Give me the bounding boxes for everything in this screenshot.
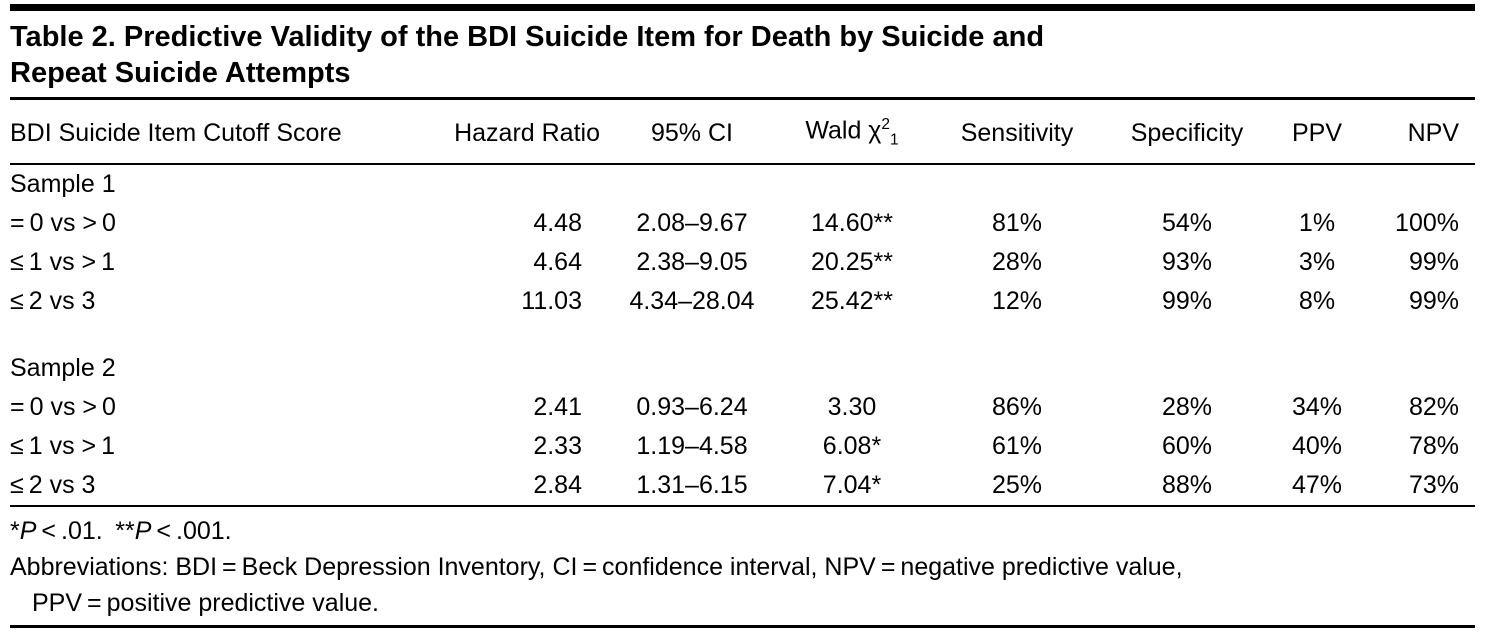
table-cell: 93% [1161,248,1213,277]
table-cell: 3.30 [827,393,877,422]
section-label: Sample 1 [10,170,116,199]
table-bottom-rule [10,505,1475,508]
table-cell: 25% [991,471,1043,500]
sig-p-2: P [134,517,152,546]
top-rule [10,4,1475,11]
table-cell: 54% [1161,209,1213,238]
sig-star-2: ** [115,517,135,546]
wald-subscript: 1 [890,131,899,149]
table-body: Sample 1 = 0 vs > 0 4.48 2.08–9.67 14.60** 81… [10,164,1475,505]
table-cell: ≤ 1 vs > 1 [10,248,116,277]
table-cell: ≤ 1 vs > 1 [10,432,116,461]
table-cell: 40% [1291,432,1343,461]
table-cell: 6.08* [822,432,882,461]
col-header-specificity: Specificity [1102,100,1272,166]
table-cell: 0.93–6.24 [636,393,748,422]
abbreviations-note: Abbreviations: BDI = Beck Depression Inv… [10,549,1475,621]
table-cell: 12% [991,287,1043,316]
table-row: ≤ 2 vs 3 11.03 4.34–28.04 25.42** 12% 99% 8% 99… [10,282,1475,321]
table-cell: ≤ 2 vs 3 [10,287,96,316]
table-cell: ≤ 2 vs 3 [10,471,96,500]
table-cell: 2.08–9.67 [636,209,748,238]
table-cell: 2.41 [533,393,582,422]
table-cell: 1.31–6.15 [636,471,748,500]
table-cell: 99% [1408,248,1459,277]
table-cell: 60% [1161,432,1213,461]
header-row: BDI Suicide Item Cutoff Score Hazard Rat… [10,100,1475,166]
col-header-cutoff: BDI Suicide Item Cutoff Score [10,100,412,166]
section-row: Sample 1 [10,164,1475,204]
table-cell: 61% [991,432,1043,461]
table-row: ≤ 1 vs > 1 4.64 2.38–9.05 20.25** 28% 93% 3% 99… [10,243,1475,282]
spacer-row [10,321,1475,349]
col-header-wald: Wald χ21 [772,100,932,166]
table-cell: 8% [1298,287,1336,316]
table-row: = 0 vs > 0 2.41 0.93–6.24 3.30 86% 28% 34% 82% [10,388,1475,427]
wald-superscript: 2 [881,116,891,133]
sig-star-1: * [10,517,20,546]
table-row: = 0 vs > 0 4.48 2.08–9.67 14.60** 81% 54% 1% 10… [10,204,1475,243]
sig-p-1: P [19,517,37,546]
table-title-line1: Table 2. Predictive Validity of the BDI … [10,21,1045,53]
table-cell: 14.60** [810,209,894,238]
table-cell: 99% [1161,287,1213,316]
table-cell: 28% [1161,393,1213,422]
data-table: BDI Suicide Item Cutoff Score Hazard Rat… [10,100,1475,505]
table-cell: 99% [1408,287,1459,316]
table-title-line2: Repeat Suicide Attempts [10,57,351,89]
col-header-ci: 95% CI [612,100,772,166]
table-cell: 7.04* [822,471,882,500]
table-cell: = 0 vs > 0 [10,209,116,238]
section-row: Sample 2 [10,349,1475,388]
sig-cond-2: < .001. [151,517,232,546]
page-bottom-rule [10,625,1475,629]
col-header-npv: NPV [1362,100,1475,166]
table-cell: 1.19–4.58 [636,432,748,461]
table-cell: 34% [1291,393,1343,422]
title-rule [10,97,1475,100]
table-cell: 2.33 [533,432,582,461]
table-row: ≤ 1 vs > 1 2.33 1.19–4.58 6.08* 61% 60% 40% 78% [10,427,1475,466]
table-cell: 81% [991,209,1043,238]
spacer-cell [10,321,1475,349]
table-head: BDI Suicide Item Cutoff Score Hazard Rat… [10,100,1475,166]
table-cell: 1% [1298,209,1336,238]
table-cell: 78% [1408,432,1459,461]
table-cell: 100% [1395,209,1459,238]
table-row: ≤ 2 vs 3 2.84 1.31–6.15 7.04* 25% 88% 47% 73% [10,466,1475,505]
table-cell: = 0 vs > 0 [10,393,116,422]
table-title: Table 2. Predictive Validity of the BDI … [10,19,1475,91]
table-cell: 11.03 [521,287,582,316]
wald-label: Wald χ [805,116,882,145]
table-cell: 88% [1161,471,1213,500]
table-cell: 20.25** [810,248,894,277]
col-header-ppv: PPV [1272,100,1362,166]
table-cell: 3% [1298,248,1336,277]
table-cell: 86% [991,393,1043,422]
abbreviations-line1: Abbreviations: BDI = Beck Depression Inv… [10,553,1183,582]
table-cell: 2.84 [533,471,582,500]
sig-cond-1: < .01. [36,517,116,546]
abbreviations-line2: PPV = positive predictive value. [32,589,379,618]
table-cell: 4.34–28.04 [629,287,755,316]
table-cell: 47% [1291,471,1343,500]
table-cell: 73% [1408,471,1459,500]
section-label: Sample 2 [10,354,116,383]
table-cell: 4.64 [533,248,582,277]
table-cell: 82% [1408,393,1459,422]
table-cell: 28% [991,248,1043,277]
table-cell: 2.38–9.05 [636,248,748,277]
col-header-sensitivity: Sensitivity [932,100,1102,166]
col-header-hazard-ratio: Hazard Ratio [412,100,612,166]
significance-note: *P < .01. **P < .001. [10,513,1475,549]
table-cell: 4.48 [533,209,582,238]
table-cell: 25.42** [810,287,894,316]
